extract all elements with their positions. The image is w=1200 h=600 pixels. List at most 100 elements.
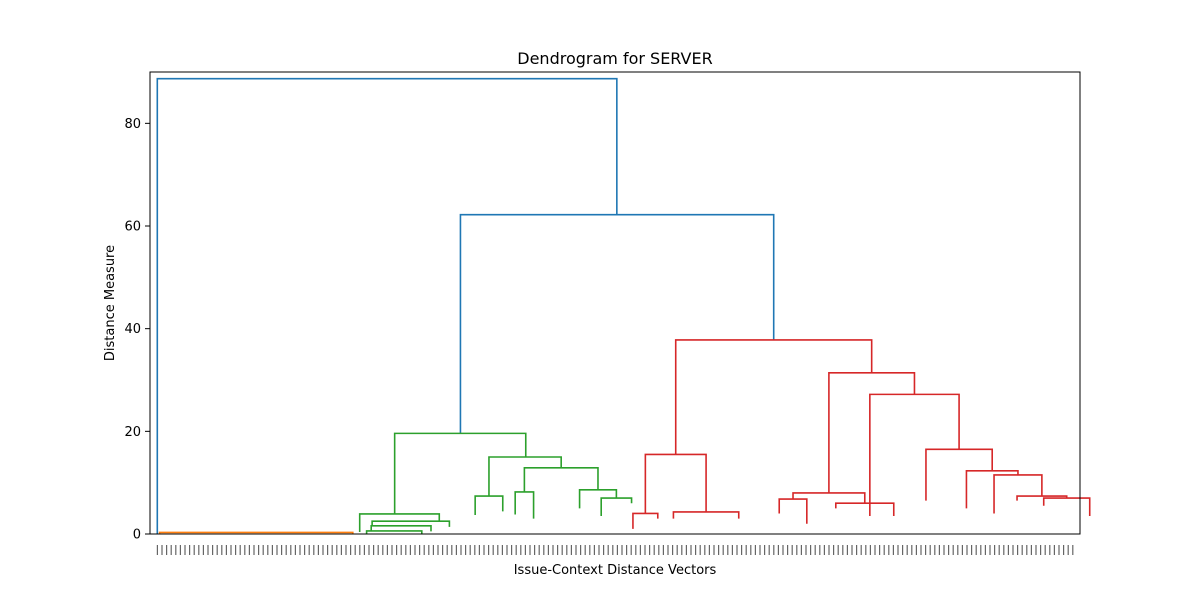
leaf-label	[202, 545, 204, 555]
leaf-label	[1003, 545, 1005, 555]
leaf-label	[971, 545, 973, 555]
leaf-label	[423, 545, 425, 555]
leaf-label	[363, 545, 365, 555]
chart-title: Dendrogram for SERVER	[517, 49, 712, 68]
leaf-label	[304, 545, 306, 555]
leaf-label	[607, 545, 609, 555]
leaf-label	[396, 545, 398, 555]
leaf-label	[221, 545, 223, 555]
leaf-label	[833, 545, 835, 555]
leaf-label	[262, 545, 264, 555]
leaf-label	[170, 545, 172, 555]
leaf-label	[906, 545, 908, 555]
y-axis-label: Distance Measure	[103, 245, 118, 361]
leaf-label	[888, 545, 890, 555]
leaf-label	[722, 545, 724, 555]
leaf-label	[455, 545, 457, 555]
leaf-label	[520, 545, 522, 555]
leaf-label	[897, 545, 899, 555]
leaf-label	[285, 545, 287, 555]
leaf-label	[161, 545, 163, 555]
leaf-label	[814, 545, 816, 555]
leaf-label	[248, 545, 250, 555]
leaf-label	[1053, 545, 1055, 555]
leaf-label	[925, 545, 927, 555]
leaf-label	[409, 545, 411, 555]
leaf-label	[529, 545, 531, 555]
leaf-label	[442, 545, 444, 555]
leaf-label	[731, 545, 733, 555]
leaf-label	[718, 545, 720, 555]
leaf-label	[1044, 545, 1046, 555]
leaf-label	[741, 545, 743, 555]
y-tick-label: 80	[124, 117, 141, 132]
leaf-label	[662, 545, 664, 555]
leaf-label	[179, 545, 181, 555]
leaf-label	[998, 545, 1000, 555]
leaf-label	[225, 545, 227, 555]
leaf-label	[377, 545, 379, 555]
leaf-label	[474, 545, 476, 555]
leaf-label	[501, 545, 503, 555]
leaf-label	[373, 545, 375, 555]
leaf-label	[1058, 545, 1060, 555]
leaf-label	[699, 545, 701, 555]
leaf-label	[938, 545, 940, 555]
y-tick-label: 0	[133, 528, 141, 543]
leaf-label	[667, 545, 669, 555]
leaf-label	[428, 545, 430, 555]
leaf-label	[547, 545, 549, 555]
leaf-label	[488, 545, 490, 555]
leaf-label	[258, 545, 260, 555]
leaf-label	[575, 545, 577, 555]
leaf-label	[566, 545, 568, 555]
y-tick-label: 40	[124, 322, 141, 337]
leaf-label	[207, 545, 209, 555]
leaf-label	[239, 545, 241, 555]
leaf-label	[865, 545, 867, 555]
leaf-label	[948, 545, 950, 555]
leaf-label	[874, 545, 876, 555]
dendrogram-link	[869, 393, 960, 517]
leaf-label	[658, 545, 660, 555]
dendrogram-link	[474, 495, 504, 516]
leaf-label	[359, 545, 361, 555]
leaf-label	[1030, 545, 1032, 555]
leaf-label	[290, 545, 292, 555]
leaf-label	[354, 545, 356, 555]
leaf-label	[943, 545, 945, 555]
leaf-label	[593, 545, 595, 555]
leaf-label	[589, 545, 591, 555]
leaf-label	[869, 545, 871, 555]
leaf-label	[189, 545, 191, 555]
leaf-label	[437, 545, 439, 555]
leaf-label	[538, 545, 540, 555]
leaf-label	[639, 545, 641, 555]
leaf-label	[777, 545, 779, 555]
leaf-label	[961, 545, 963, 555]
dendrogram-link	[828, 372, 916, 493]
leaf-label	[676, 545, 678, 555]
dendrogram-link	[156, 77, 618, 534]
dendrogram-link	[644, 453, 707, 514]
dendrogram-link	[158, 531, 354, 534]
leaf-label	[235, 545, 237, 555]
leaf-label	[156, 545, 158, 555]
leaf-label	[391, 545, 393, 555]
dendrogram-link	[993, 474, 1043, 514]
leaf-label	[1040, 545, 1042, 555]
leaf-label	[1049, 545, 1051, 555]
leaf-label	[506, 545, 508, 555]
leaf-label	[796, 545, 798, 555]
leaf-label	[846, 545, 848, 555]
leaf-label	[695, 545, 697, 555]
leaf-label	[727, 545, 729, 555]
dendrogram-link	[459, 213, 775, 434]
leaf-label	[773, 545, 775, 555]
leaf-label	[879, 545, 881, 555]
leaf-label	[989, 545, 991, 555]
leaf-label	[193, 545, 195, 555]
leaf-label	[1063, 545, 1065, 555]
dendrogram-links	[156, 77, 1091, 534]
